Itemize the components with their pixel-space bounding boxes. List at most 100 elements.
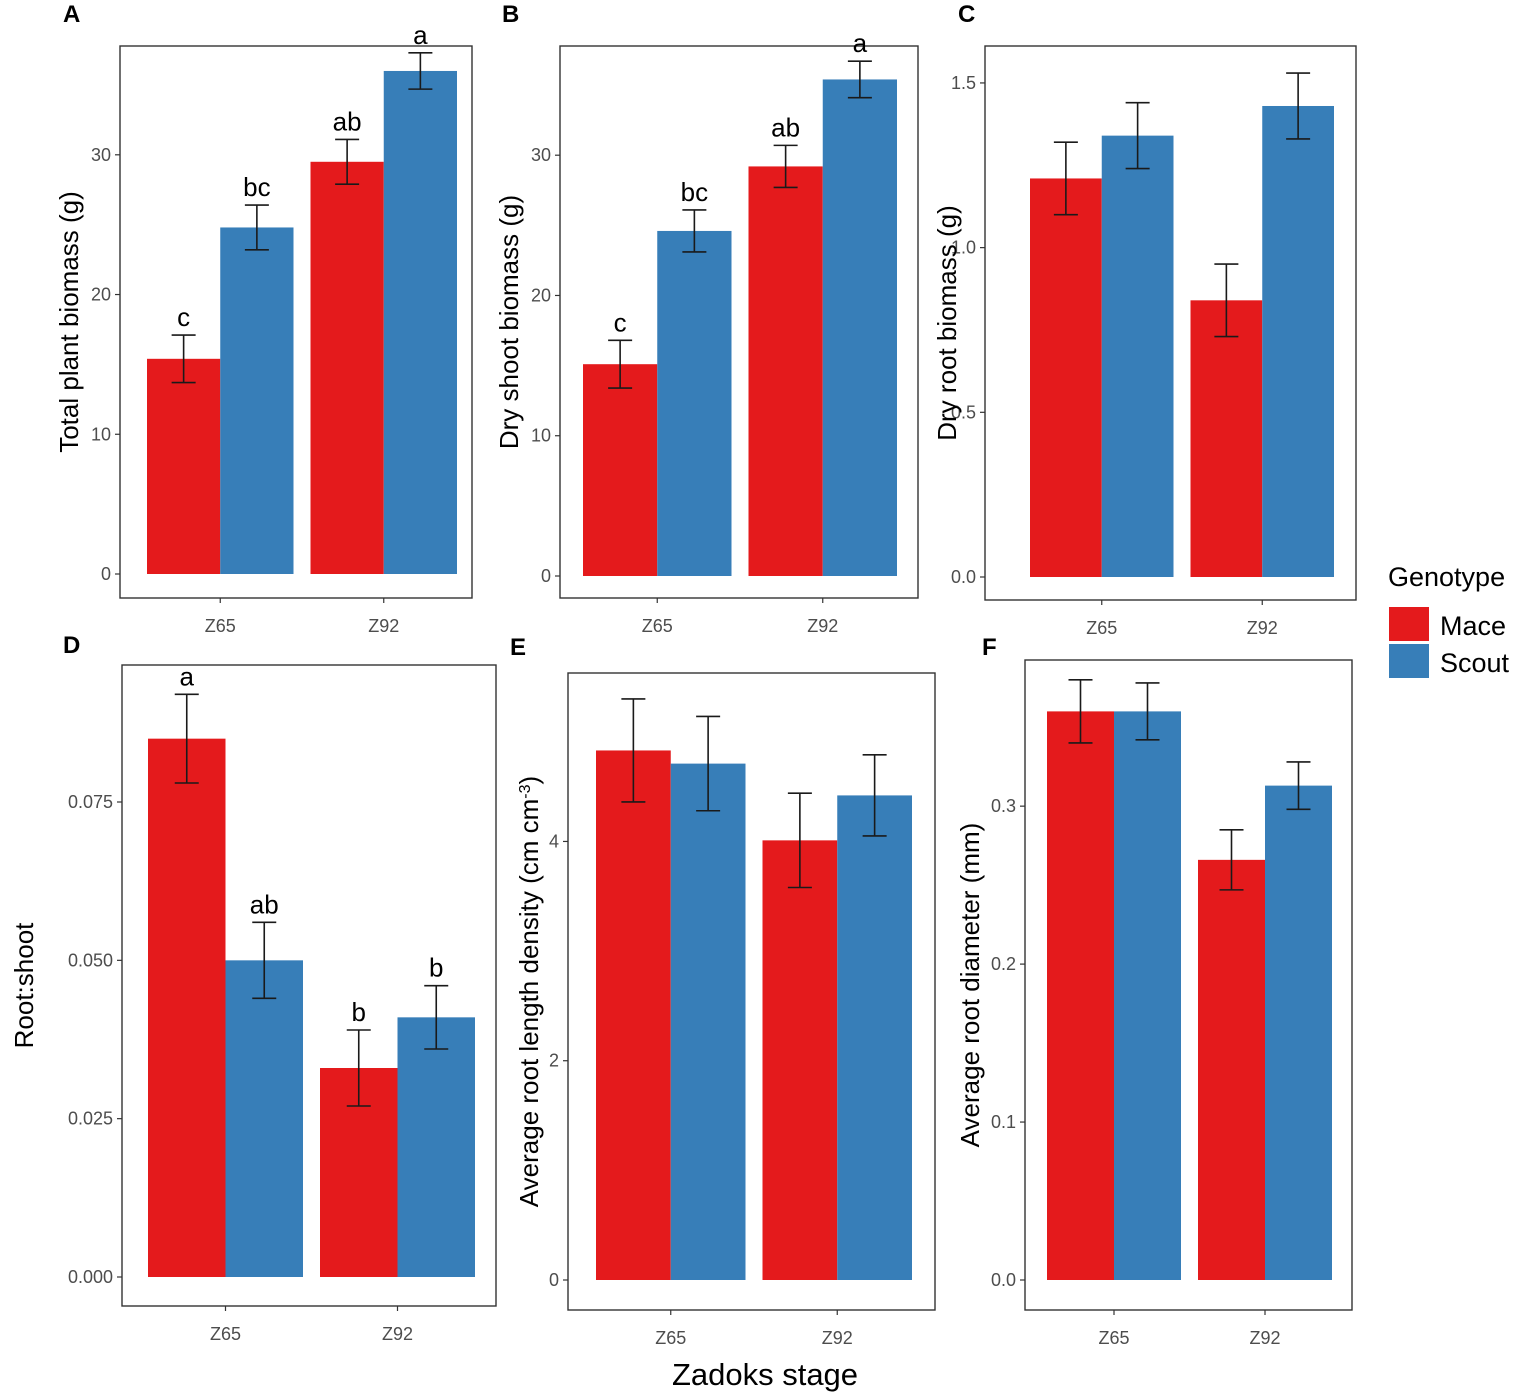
panel-b-ytick-label-2: 20: [531, 285, 551, 305]
panel-e-y-axis-label-tail: ): [514, 776, 544, 785]
panel-b: B 0 10 20 30 Dry shoot biomass (g) Z65 c bc Z92 ab…: [494, 1, 919, 636]
panel-c-bar-z65-mace: [1030, 178, 1102, 578]
panel-b-sig-label-z65-mace: c: [614, 307, 627, 337]
panel-e-ytick-label-0: 0: [549, 1270, 559, 1290]
panel-a-xtick-label-1: Z92: [368, 616, 399, 636]
panel-c-bar-z65-scout: [1101, 135, 1174, 577]
panel-b-errorbar-z92-mace: [773, 144, 798, 189]
panel-e-bar-z65-mace: [596, 750, 671, 1280]
panel-f-errorbar-z65-scout: [1135, 682, 1160, 741]
panel-b-ytick-label-3: 30: [531, 145, 551, 165]
panel-b-ytick-label-1: 10: [531, 426, 551, 446]
panel-c-bar-z92-scout: [1262, 105, 1334, 578]
panel-f-letter: F: [982, 634, 997, 661]
panel-d-frame: [121, 664, 497, 1307]
legend-label-scout: Scout: [1440, 648, 1510, 678]
panel-d-errorbar-z65-mace: [174, 693, 199, 784]
panel-e-errorbar-z92-mace: [787, 792, 812, 889]
panel-c-ytick-label-1: 0.5: [951, 402, 976, 422]
panel-d: D 0.000 0.025 0.050 0.075 Root:shoot Z65 a ab Z92…: [9, 632, 497, 1344]
panel-b-sig-label-z65-scout: bc: [681, 177, 708, 207]
panel-c-ytick-label-3: 1.5: [951, 73, 976, 93]
panel-b-y-axis-label: Dry shoot biomass (g): [494, 195, 524, 449]
panel-d-letter: D: [63, 632, 80, 659]
panel-d-bar-z92-scout: [397, 1017, 475, 1277]
panel-b-frame: [559, 45, 919, 599]
panel-d-errorbar-z92-scout: [424, 984, 449, 1050]
panel-a-ytick-label-3: 30: [91, 145, 111, 165]
panel-b-letter: B: [502, 1, 519, 28]
panel-c-errorbar-z92-scout: [1286, 72, 1311, 140]
panel-a-errorbar-z92-mace: [335, 138, 360, 185]
panel-b-bar-z65-mace: [583, 364, 658, 576]
panel-d-ytick-label-0: 0.000: [68, 1267, 113, 1287]
panel-f-y-axis-label: Average root diameter (mm): [955, 823, 985, 1148]
panel-a-bar-z65-scout: [220, 227, 294, 574]
panel-e-bar-z92-mace: [762, 840, 838, 1280]
legend-swatch-scout: [1389, 644, 1429, 678]
panel-d-bar-z65-mace: [148, 738, 226, 1277]
panel-f-ytick-label-3: 0.3: [991, 796, 1016, 816]
panel-e-xtick-label-1: Z92: [822, 1328, 853, 1348]
panel-d-ytick-label-2: 0.050: [68, 950, 113, 970]
panel-d-xtick-label-0: Z65: [210, 1324, 241, 1344]
panel-c-xtick-label-0: Z65: [1086, 618, 1117, 638]
panel-a-ytick-label-2: 20: [91, 285, 111, 305]
panel-d-ytick-label-3: 0.075: [68, 792, 113, 812]
panel-c-errorbar-z92-mace: [1214, 263, 1239, 338]
panel-f-errorbar-z92-scout: [1286, 761, 1311, 811]
panel-a-sig-label-z92-mace: ab: [333, 106, 362, 136]
panel-f-ytick-label-0: 0.0: [991, 1270, 1016, 1290]
panel-c-errorbar-z65-mace: [1053, 141, 1078, 216]
panel-a-bar-z92-mace: [310, 161, 384, 574]
panel-f-errorbar-z92-mace: [1219, 829, 1244, 891]
panel-a-ytick-label-0: 0: [101, 564, 111, 584]
panel-b-xtick-label-1: Z92: [807, 616, 838, 636]
legend-title: Genotype: [1388, 562, 1505, 592]
panel-e-frame: [567, 672, 936, 1311]
panel-e-bar-z65-scout: [670, 763, 746, 1280]
panel-a-sig-label-z65-scout: bc: [243, 172, 270, 202]
panel-d-bar-z65-scout: [225, 960, 303, 1277]
legend-swatch-mace: [1389, 607, 1429, 641]
panel-b-bar-z92-scout: [822, 79, 897, 577]
panel-a-ytick-label-1: 10: [91, 424, 111, 444]
panel-e-letter: E: [510, 634, 526, 661]
panel-e-y-axis-label: Average root length density (cm cm-3): [514, 776, 544, 1207]
panel-f-errorbar-z65-mace: [1068, 678, 1093, 744]
panel-d-errorbar-z92-mace: [346, 1029, 371, 1107]
panel-f-ytick-label-1: 0.1: [991, 1112, 1016, 1132]
panel-f-bar-z65-mace: [1047, 711, 1114, 1280]
panel-c-xtick-label-1: Z92: [1247, 618, 1278, 638]
panel-b-errorbar-z65-scout: [682, 209, 707, 253]
panel-f-bar-z92-scout: [1265, 785, 1332, 1280]
panel-c-y-axis-label: Dry root biomass (g): [932, 205, 962, 441]
panel-a-bar-z92-scout: [383, 70, 457, 575]
panel-c-letter: C: [958, 1, 975, 28]
panel-a: A 0 10 20 30 Total plant biomass (g) Z65 c bc Z92…: [54, 1, 473, 636]
panel-b-ytick-label-0: 0: [541, 566, 551, 586]
panel-b-sig-label-z92-scout: a: [853, 28, 868, 58]
panel-b-xtick-label-0: Z65: [642, 616, 673, 636]
panel-c-ytick-label-2: 1.0: [951, 238, 976, 258]
panel-a-xtick-label-0: Z65: [205, 616, 236, 636]
panel-e-ytick-label-2: 4: [549, 831, 559, 851]
panel-a-sig-label-z92-scout: a: [413, 20, 428, 50]
panel-d-xtick-label-1: Z92: [382, 1324, 413, 1344]
panel-f-bar-z65-scout: [1114, 711, 1181, 1280]
panel-a-y-axis-label: Total plant biomass (g): [54, 191, 84, 453]
panel-c: C 0.0 0.5 1.0 1.5 Dry root biomass (g) Z65 Z92: [932, 1, 1357, 638]
panel-d-sig-label-z92-scout: b: [429, 953, 443, 983]
panel-f-xtick-label-1: Z92: [1249, 1328, 1280, 1348]
panel-a-sig-label-z65-mace: c: [177, 302, 190, 332]
panel-a-errorbar-z65-scout: [244, 204, 269, 251]
panel-b-bar-z65-scout: [657, 230, 732, 576]
panel-d-sig-label-z65-mace: a: [180, 661, 195, 691]
panel-d-ytick-label-1: 0.025: [68, 1109, 113, 1129]
panel-f-ytick-label-2: 0.2: [991, 954, 1016, 974]
legend: Genotype Mace Scout: [1388, 562, 1510, 678]
legend-label-mace: Mace: [1440, 611, 1506, 641]
panel-e-ytick-label-1: 2: [549, 1051, 559, 1071]
